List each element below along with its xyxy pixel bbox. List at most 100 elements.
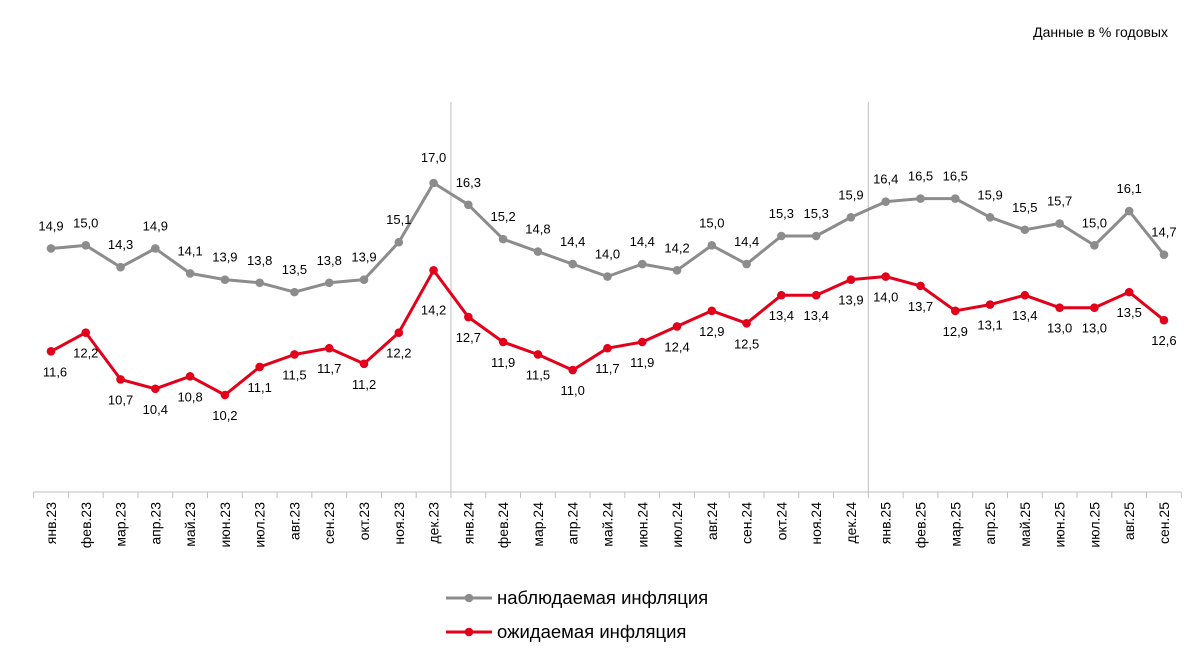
observed-inflation-point [1124, 206, 1134, 216]
observed-inflation-label: 14,7 [1151, 225, 1176, 240]
expected-inflation-label: 12,4 [664, 339, 689, 354]
observed-inflation-label: 13,5 [282, 262, 307, 277]
expected-inflation-point [881, 272, 891, 281]
observed-inflation-label: 14,4 [734, 234, 759, 249]
x-tick-label: мар.25 [947, 502, 963, 547]
expected-inflation-point [324, 343, 334, 353]
expected-inflation-point [1020, 290, 1030, 300]
expected-inflation-label: 11,7 [317, 361, 341, 376]
observed-inflation-point [359, 275, 369, 284]
x-tick-label: апр.25 [982, 502, 998, 545]
x-axis: янв.23 фев.23 мар.23 апр.23 май.23 июн.23 июл.… [33, 491, 1182, 548]
expected-inflation-label: 12,9 [699, 324, 724, 339]
expected-inflation-point [46, 347, 56, 356]
legend-swatch-marker [464, 627, 474, 637]
expected-inflation-label: 11,9 [491, 355, 515, 370]
observed-inflation-label: 14,8 [525, 222, 550, 237]
expected-inflation-label: 10,2 [212, 408, 237, 423]
expected-inflation-point [1124, 287, 1134, 297]
x-tick-label: мар.24 [530, 502, 546, 547]
expected-inflation-point [672, 322, 682, 331]
observed-inflation-point [1055, 219, 1064, 228]
x-tick-label: авг.23 [286, 502, 302, 540]
x-tick-label: сен.25 [1156, 502, 1172, 544]
data-labels: 14,9 15,0 14,3 14,9 14,1 13,9 13,8 13,5 13,8 13,9… [38, 150, 1176, 423]
expected-inflation-point [811, 290, 821, 300]
observed-inflation-point [220, 275, 230, 284]
observed-inflation-label: 13,8 [317, 253, 342, 268]
expected-inflation-label: 11,5 [526, 367, 550, 382]
units-note: Данные в % годовых [1033, 24, 1168, 40]
observed-inflation-label: 14,9 [143, 218, 168, 233]
x-tick-label: июн.24 [634, 502, 650, 548]
observed-inflation-point [672, 265, 682, 275]
observed-inflation-label: 14,0 [595, 247, 620, 262]
expected-inflation-label: 13,0 [1082, 321, 1107, 336]
legend-label: ожидаемая инфляция [497, 621, 686, 642]
expected-inflation-label: 12,9 [943, 324, 968, 339]
expected-inflation-point [464, 312, 473, 322]
observed-inflation-label: 15,3 [769, 206, 794, 221]
observed-inflation-point [1020, 225, 1030, 235]
observed-inflation-point [637, 259, 647, 269]
x-tick-label: сен.23 [321, 502, 337, 544]
observed-inflation-point [603, 272, 612, 281]
expected-inflation-label: 12,2 [73, 346, 98, 361]
expected-inflation-point [151, 384, 160, 394]
legend: наблюдаемая инфляция ожидаемая инфляция [446, 587, 708, 642]
observed-inflation-label: 15,2 [490, 209, 515, 224]
observed-inflation-label: 16,5 [943, 169, 968, 184]
expected-inflation-point [985, 300, 995, 309]
expected-inflation-label: 13,4 [804, 308, 829, 323]
x-tick-label: сен.24 [739, 502, 755, 544]
x-tick-label: июн.23 [217, 502, 233, 548]
observed-inflation-label: 14,4 [630, 234, 655, 249]
observed-inflation-point [950, 194, 960, 203]
expected-inflation-point [185, 371, 195, 381]
observed-inflation-label: 15,3 [804, 206, 829, 221]
x-tick-label: май.24 [599, 502, 615, 547]
observed-inflation-point [881, 197, 891, 207]
x-tick-label: июл.24 [669, 502, 685, 548]
observed-inflation-label: 14,9 [38, 218, 63, 233]
expected-inflation-point [255, 362, 264, 372]
observed-inflation-point [985, 212, 995, 222]
observed-inflation-point [811, 231, 821, 241]
observed-inflation-label: 17,0 [421, 150, 446, 165]
expected-inflation-label: 13,7 [908, 299, 933, 314]
expected-inflation-label: 12,5 [734, 336, 759, 351]
expected-inflation-point [603, 343, 612, 353]
x-tick-label: фев.24 [495, 502, 511, 548]
x-tick-label: янв.23 [43, 502, 59, 544]
x-tick-label: июн.25 [1052, 502, 1068, 548]
expected-inflation-label: 12,7 [456, 330, 481, 345]
expected-inflation-label: 11,5 [282, 367, 306, 382]
observed-inflation-point [464, 200, 473, 210]
x-tick-label: окт.23 [356, 502, 372, 541]
observed-inflation-point [290, 287, 299, 297]
observed-inflation-label: 14,3 [108, 237, 133, 252]
x-tick-label: июл.25 [1086, 502, 1102, 548]
expected-inflation-point [707, 306, 717, 316]
expected-inflation-label: 11,6 [43, 364, 67, 379]
expected-inflation-label: 13,9 [838, 293, 863, 308]
x-tick-label: янв.24 [460, 502, 476, 544]
observed-inflation-label: 14,4 [560, 234, 585, 249]
observed-inflation-label: 13,8 [247, 253, 272, 268]
expected-inflation-point [290, 350, 299, 359]
observed-inflation-label: 16,4 [873, 172, 898, 187]
observed-inflation-point [568, 259, 577, 269]
x-tick-label: апр.24 [565, 502, 581, 545]
observed-inflation-label: 15,1 [386, 212, 411, 227]
observed-inflation-point [846, 212, 856, 222]
expected-inflation-point [916, 281, 925, 291]
expected-inflation-label: 10,8 [177, 389, 202, 404]
observed-inflation-point [777, 231, 786, 241]
legend-label: наблюдаемая инфляция [497, 587, 708, 608]
x-tick-label: авг.25 [1121, 502, 1137, 540]
expected-inflation-point [742, 318, 751, 328]
expected-inflation-point [220, 390, 230, 400]
observed-inflation-label: 16,1 [1117, 181, 1142, 196]
observed-inflation-point [324, 278, 334, 288]
